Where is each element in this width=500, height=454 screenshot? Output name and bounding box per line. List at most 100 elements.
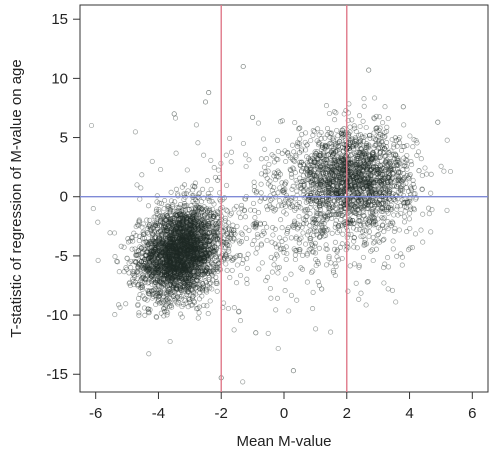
scatter-point bbox=[191, 228, 198, 234]
scatter-point bbox=[210, 215, 216, 221]
scatter-point bbox=[186, 236, 192, 242]
scatter-point bbox=[177, 246, 183, 252]
scatter-point bbox=[222, 251, 228, 257]
scatter-point bbox=[195, 257, 201, 263]
scatter-point bbox=[150, 266, 156, 272]
scatter-point bbox=[210, 239, 216, 245]
scatter-point bbox=[195, 237, 201, 243]
scatter-point bbox=[182, 227, 188, 233]
scatter-point bbox=[139, 224, 145, 230]
scatter-point bbox=[195, 225, 201, 231]
scatter-point bbox=[172, 254, 178, 261]
scatter-point bbox=[144, 243, 151, 250]
scatter-point bbox=[195, 218, 201, 224]
scatter-point bbox=[164, 273, 170, 279]
scatter-point bbox=[385, 116, 391, 122]
scatter-point bbox=[173, 233, 179, 239]
scatter-point bbox=[300, 252, 306, 258]
scatter-point bbox=[357, 123, 363, 130]
scatter-point bbox=[170, 248, 176, 254]
scatter-point bbox=[179, 212, 185, 218]
scatter-point bbox=[209, 260, 215, 266]
scatter-point bbox=[174, 249, 181, 255]
scatter-point bbox=[225, 235, 231, 241]
scatter-point bbox=[162, 227, 168, 233]
scatter-point bbox=[275, 345, 281, 352]
scatter-point bbox=[424, 171, 430, 177]
scatter-point bbox=[187, 254, 193, 260]
scatter-point bbox=[192, 224, 198, 230]
scatter-point bbox=[184, 211, 190, 217]
scatter-point bbox=[184, 249, 190, 255]
scatter-point bbox=[189, 258, 195, 264]
scatter-point bbox=[160, 269, 166, 275]
scatter-point bbox=[201, 253, 207, 259]
scatter-point bbox=[167, 258, 174, 264]
scatter-point bbox=[189, 256, 195, 262]
scatter-point bbox=[146, 252, 152, 258]
scatter-point bbox=[167, 281, 174, 288]
scatter-point bbox=[167, 236, 173, 242]
scatter-point bbox=[138, 185, 144, 191]
scatter-point bbox=[191, 249, 197, 255]
scatter-point bbox=[188, 261, 194, 267]
scatter-point bbox=[152, 238, 158, 245]
scatter-point bbox=[190, 244, 196, 250]
scatter-point bbox=[163, 308, 169, 314]
scatter-point bbox=[187, 226, 193, 232]
scatter-point bbox=[167, 212, 174, 218]
scatter-point bbox=[166, 260, 172, 266]
scatter-point bbox=[195, 223, 201, 229]
scatter-point bbox=[169, 255, 175, 261]
scatter-point bbox=[282, 236, 288, 242]
scatter-point bbox=[185, 241, 191, 247]
scatter-point bbox=[165, 261, 171, 267]
scatter-point bbox=[201, 152, 207, 158]
scatter-point bbox=[182, 240, 188, 246]
scatter-point bbox=[191, 256, 197, 262]
scatter-point bbox=[182, 256, 188, 262]
scatter-point bbox=[167, 205, 173, 211]
scatter-point bbox=[148, 238, 154, 245]
scatter-point bbox=[188, 223, 194, 229]
scatter-point bbox=[173, 259, 179, 265]
scatter-point bbox=[162, 246, 168, 252]
scatter-point bbox=[206, 247, 212, 253]
scatter-point bbox=[148, 275, 154, 281]
scatter-point bbox=[173, 264, 179, 270]
scatter-point bbox=[182, 270, 188, 276]
scatter-point bbox=[167, 263, 173, 269]
scatter-point bbox=[114, 258, 120, 264]
scatter-point bbox=[184, 260, 190, 266]
scatter-point bbox=[208, 186, 214, 192]
scatter-point bbox=[154, 215, 160, 221]
scatter-point bbox=[428, 171, 434, 177]
scatter-point bbox=[160, 259, 166, 265]
scatter-point bbox=[116, 269, 122, 275]
scatter-point bbox=[154, 266, 160, 272]
scatter-point bbox=[183, 250, 189, 256]
scatter-point bbox=[144, 243, 150, 249]
scatter-point bbox=[192, 285, 198, 291]
scatter-point bbox=[206, 250, 212, 256]
scatter-point bbox=[184, 262, 190, 269]
scatter-point bbox=[152, 276, 158, 282]
scatter-point bbox=[236, 210, 242, 216]
scatter-point bbox=[194, 212, 200, 218]
scatter-point bbox=[384, 140, 390, 146]
scatter-point bbox=[145, 241, 151, 248]
scatter-point bbox=[175, 212, 181, 218]
scatter-point bbox=[183, 263, 189, 270]
scatter-point bbox=[384, 124, 390, 130]
scatter-point bbox=[182, 244, 188, 251]
scatter-point bbox=[347, 124, 353, 130]
scatter-point bbox=[179, 243, 185, 249]
scatter-point bbox=[171, 237, 177, 243]
scatter-point bbox=[149, 268, 155, 275]
scatter-point bbox=[169, 289, 175, 295]
scatter-point bbox=[332, 117, 338, 123]
scatter-point bbox=[195, 225, 202, 232]
scatter-point bbox=[161, 272, 167, 278]
scatter-point bbox=[169, 233, 175, 239]
